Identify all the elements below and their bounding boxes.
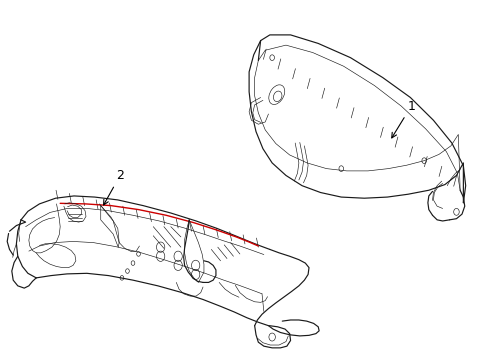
Text: 2: 2 [103, 169, 124, 205]
Text: 1: 1 [391, 99, 414, 138]
Ellipse shape [273, 91, 282, 102]
Ellipse shape [268, 85, 284, 104]
